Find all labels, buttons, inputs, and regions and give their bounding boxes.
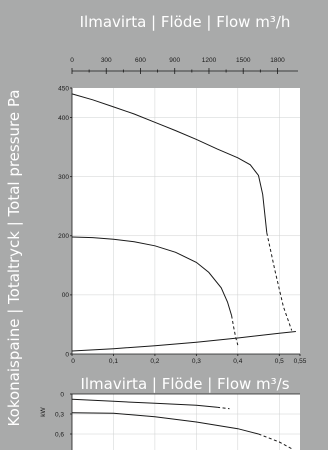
top-tick-label: 900 <box>169 57 180 64</box>
main-plot-background <box>72 88 300 354</box>
x-tick-label: 0,55 <box>294 358 307 365</box>
power-curve-1 <box>71 398 218 408</box>
main-plot-grid <box>72 88 300 354</box>
power-y-tick-label: 0,6 <box>55 431 64 438</box>
top-axis-title: Ilmavirta | Flöde | Flow m³/h <box>80 13 291 31</box>
y-tick-label: 200 <box>58 233 69 240</box>
power-plot-background <box>72 394 300 450</box>
x-tick-label: 0,4 <box>233 358 242 365</box>
top-flow-axis: 0 300 600 900 1200 1500 1800 <box>70 57 298 74</box>
top-tick-label: 0 <box>70 57 74 64</box>
top-tick-label: 1200 <box>202 57 217 64</box>
y-tick-label: 0 <box>65 351 69 358</box>
power-unit-label: kW <box>40 406 47 416</box>
power-plot-axes: 00,30,60,9 <box>55 391 300 450</box>
pressure-curve-1 <box>71 93 268 233</box>
power-curves <box>71 398 292 450</box>
bottom-axis-title: Ilmavirta | Flöde | Flow m³/s <box>80 375 289 393</box>
y-tick-label: 400 <box>58 115 69 122</box>
y-tick-label: 450 <box>58 85 69 92</box>
top-tick-label: 1500 <box>236 57 251 64</box>
x-tick-label: 0,2 <box>150 358 159 365</box>
x-tick-label: 0 <box>71 358 75 365</box>
y-tick-label: 00 <box>62 292 70 299</box>
top-tick-label: 300 <box>101 57 112 64</box>
power-curve-2 <box>71 412 259 435</box>
top-tick-label: 600 <box>135 57 146 64</box>
power-curve-1-dashed <box>217 406 230 410</box>
x-tick-label: 0,5 <box>275 358 284 365</box>
y-tick-label: 300 <box>58 174 69 181</box>
x-tick-label: 0,3 <box>192 358 201 365</box>
power-y-tick-label: 0,3 <box>55 411 64 418</box>
pressure-curve-2 <box>71 236 233 316</box>
pressure-curve-1-dashed <box>266 232 293 331</box>
y-axis-title: Kokonaispaine | Totaltryck | Total press… <box>5 90 23 427</box>
pressure-curves <box>71 93 296 352</box>
pressure-curve-3 <box>71 331 296 352</box>
power-curve-2-dashed <box>258 433 292 450</box>
top-tick-label: 1800 <box>270 57 285 64</box>
power-y-tick-label: 0 <box>60 391 64 398</box>
pressure-curve-2-dashed <box>231 315 239 346</box>
x-tick-label: 0,1 <box>109 358 118 365</box>
